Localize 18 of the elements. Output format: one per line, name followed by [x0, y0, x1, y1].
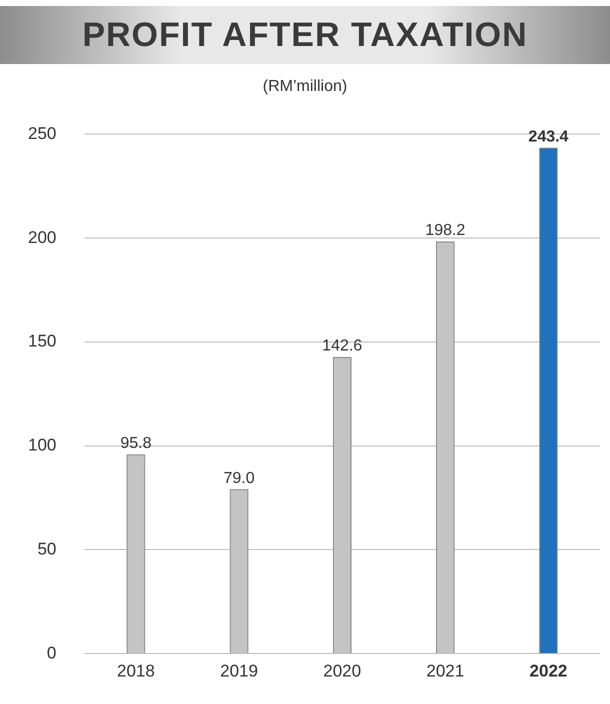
- data-label: 95.8: [120, 434, 152, 452]
- y-tick-label: 50: [37, 539, 56, 558]
- x-tick-label: 2019: [220, 661, 258, 680]
- y-tick-label: 200: [28, 228, 56, 247]
- y-tick-label: 100: [28, 436, 56, 455]
- x-tick-label: 2020: [323, 661, 362, 680]
- x-tick-label: 2021: [426, 661, 464, 680]
- y-tick-label: 0: [46, 643, 56, 662]
- data-label: 243.4: [528, 128, 569, 146]
- x-tick-label: 2022: [530, 661, 568, 680]
- data-label: 142.6: [322, 338, 362, 355]
- y-tick-label: 250: [28, 124, 56, 143]
- x-tick-label: 2018: [117, 661, 155, 680]
- y-tick-label: 150: [28, 332, 56, 351]
- chart-subtitle: (RM’million): [262, 78, 348, 96]
- data-label: 79.0: [223, 470, 255, 487]
- chart-title: PROFIT AFTER TAXATION: [82, 16, 528, 54]
- data-label: 198.2: [425, 222, 466, 240]
